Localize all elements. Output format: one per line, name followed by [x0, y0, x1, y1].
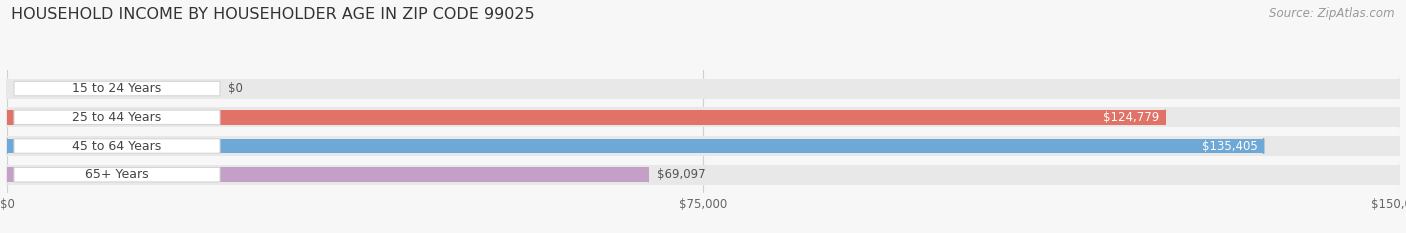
Text: $124,779: $124,779: [1104, 111, 1160, 124]
Bar: [7, 136, 1399, 156]
Text: 45 to 64 Years: 45 to 64 Years: [72, 140, 162, 153]
Text: $135,405: $135,405: [1202, 140, 1258, 153]
Bar: [7, 79, 1399, 99]
FancyBboxPatch shape: [14, 81, 219, 96]
Text: $0: $0: [228, 82, 243, 95]
Bar: [7, 165, 1399, 185]
Bar: [7, 139, 1264, 154]
Text: 15 to 24 Years: 15 to 24 Years: [72, 82, 162, 95]
Bar: [7, 167, 648, 182]
FancyBboxPatch shape: [14, 168, 219, 182]
Text: 65+ Years: 65+ Years: [86, 168, 149, 181]
Text: 25 to 44 Years: 25 to 44 Years: [72, 111, 162, 124]
Bar: [7, 110, 1166, 125]
FancyBboxPatch shape: [14, 139, 219, 153]
FancyBboxPatch shape: [14, 110, 219, 124]
Bar: [7, 107, 1399, 127]
Text: HOUSEHOLD INCOME BY HOUSEHOLDER AGE IN ZIP CODE 99025: HOUSEHOLD INCOME BY HOUSEHOLDER AGE IN Z…: [11, 7, 534, 22]
Text: $69,097: $69,097: [657, 168, 706, 181]
Text: Source: ZipAtlas.com: Source: ZipAtlas.com: [1270, 7, 1395, 20]
